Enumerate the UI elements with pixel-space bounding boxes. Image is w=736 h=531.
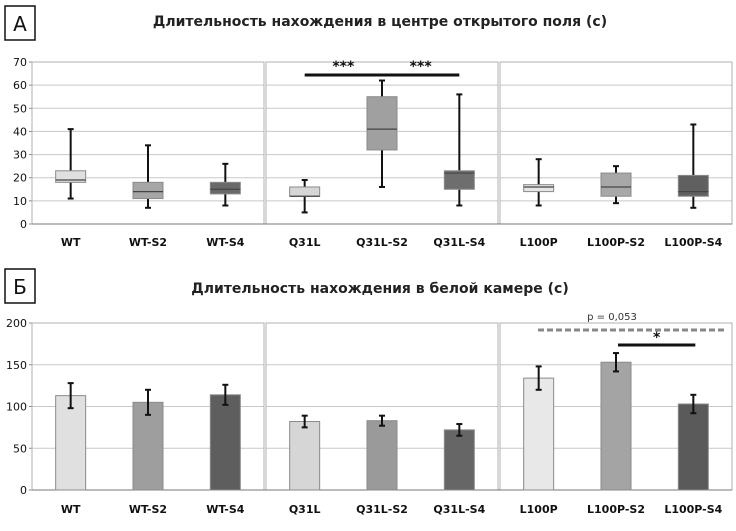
significance-label: ***: [332, 59, 355, 75]
x-category-label: L100P-S2: [587, 503, 645, 516]
x-category-label: L100P-S4: [664, 236, 722, 249]
box-iqr: [523, 184, 555, 193]
box-iqr: [289, 186, 321, 197]
box-iqr: [55, 170, 87, 183]
panel-a-y-tick-label: 0: [20, 218, 27, 231]
panel-b-letter: Б: [13, 275, 27, 299]
panel-a-letter-box: [4, 5, 36, 41]
panel-a-title: Длительность нахождения в центре открыто…: [153, 14, 607, 30]
box-WT-S4: [209, 162, 241, 207]
box-iqr: [209, 181, 241, 195]
x-category-label: L100P-S2: [587, 236, 645, 249]
panel-b: Б Длительность нахождения в белой камере…: [4, 268, 733, 516]
x-category-label: WT-S2: [129, 503, 167, 516]
box-iqr: [443, 170, 475, 190]
x-category-label: Q31L-S2: [356, 503, 408, 516]
panel-a-letter: А: [13, 12, 27, 36]
bar-Q31L: [289, 421, 321, 491]
x-category-label: Q31L-S4: [433, 503, 485, 516]
box-WT: [55, 128, 87, 200]
x-category-label: WT: [61, 236, 81, 249]
panel-a-y-tick-label: 60: [13, 79, 27, 92]
bar-Q31L-S2: [366, 420, 398, 491]
panel-b-title: Длительность нахождения в белой камере (…: [191, 281, 568, 297]
box-iqr: [677, 174, 709, 197]
box-WT-S2: [132, 144, 164, 209]
panel-b-y-tick-label: 100: [6, 401, 27, 414]
panel-a-y-tick-label: 30: [13, 149, 27, 162]
x-category-label: WT: [61, 503, 81, 516]
panel-a: А Длительность нахождения в центре откры…: [4, 5, 733, 249]
bar-WT-S2: [132, 401, 164, 491]
panel-a-y-tick-label: 20: [13, 172, 27, 185]
bar-L100P-S4: [677, 403, 709, 491]
bar-WT: [55, 395, 87, 491]
x-category-label: WT-S4: [206, 236, 245, 249]
significance-label: ***: [410, 59, 433, 75]
panel-b-letter-box: [4, 268, 36, 304]
panel-a-y-tick-label: 40: [13, 125, 27, 138]
x-category-label: L100P: [520, 236, 558, 249]
panel-a-y-tick-label: 50: [13, 102, 27, 115]
x-category-label: L100P-S4: [664, 503, 722, 516]
box-iqr: [132, 181, 164, 200]
panel-b-y-tick-label: 200: [6, 317, 27, 330]
bar-WT-S4: [209, 394, 241, 491]
bar-L100P: [523, 377, 555, 491]
panel-a-y-tick-label: 70: [13, 56, 27, 69]
panel-b-y-tick-label: 0: [20, 484, 27, 497]
x-category-label: WT-S4: [206, 503, 245, 516]
box-L100P: [523, 158, 555, 207]
box-L100P-S2: [600, 165, 632, 205]
box-L100P-S4: [677, 123, 709, 209]
x-category-label: WT-S2: [129, 236, 167, 249]
x-category-label: Q31L: [289, 236, 321, 249]
box-iqr: [366, 96, 398, 151]
x-category-label: Q31L-S4: [433, 236, 485, 249]
x-category-label: Q31L: [289, 503, 321, 516]
significance-label: *: [653, 330, 661, 346]
p-value-label: p = 0,053: [587, 312, 637, 323]
box-Q31L-S4: [443, 93, 475, 207]
box-Q31L-S2: [366, 79, 398, 188]
x-category-label: L100P: [520, 503, 558, 516]
panel-a-y-tick-label: 10: [13, 195, 27, 208]
panel-b-y-tick-label: 150: [6, 359, 27, 372]
box-Q31L: [289, 179, 321, 214]
x-category-label: Q31L-S2: [356, 236, 408, 249]
panel-b-y-tick-label: 50: [13, 442, 27, 455]
bar-L100P-S2: [600, 361, 632, 491]
box-iqr: [600, 172, 632, 197]
bar-Q31L-S4: [443, 429, 475, 491]
